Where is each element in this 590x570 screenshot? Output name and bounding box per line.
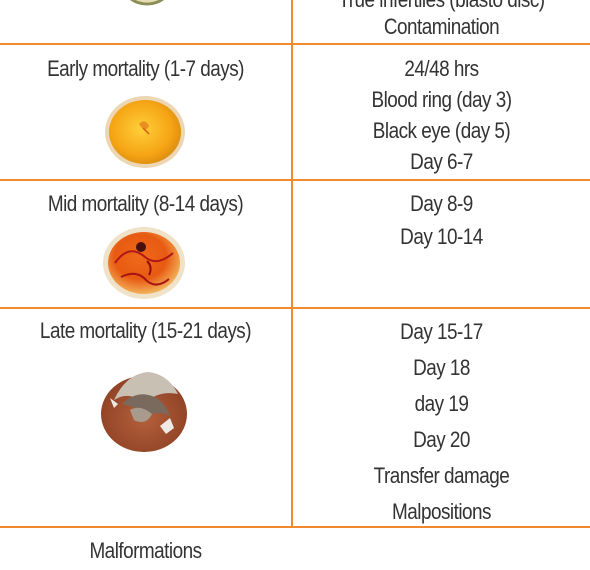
malformations-label: Malformations — [89, 538, 202, 563]
early-sign: Blood ring (day 3) — [371, 87, 512, 112]
late-sign: Day 15-17 — [400, 319, 483, 344]
late-sign: Transfer damage — [373, 463, 510, 488]
early-sign: Black eye (day 5) — [372, 118, 511, 143]
stage-label-mid: Mid mortality (8-14 days) — [47, 191, 244, 216]
late-sign: Malpositions — [392, 499, 491, 524]
late-sign: day 19 — [414, 391, 469, 416]
row0-sign: True infertiles (blasto disc) — [314, 0, 569, 16]
row-divider — [0, 43, 590, 45]
late-embryo-egg-image — [101, 372, 187, 452]
stage-label-early: Early mortality (1-7 days) — [47, 56, 244, 81]
late-sign: Day 18 — [413, 355, 470, 380]
mid-sign: Day 8-9 — [410, 191, 473, 216]
stage-label-late: Late mortality (15-21 days) — [39, 318, 252, 343]
mid-embryo-egg-image — [103, 227, 185, 299]
row0-sign: Contamination — [383, 14, 500, 39]
mid-sign: Day 10-14 — [400, 224, 483, 249]
early-sign: 24/48 hrs — [404, 56, 479, 81]
row-divider — [0, 179, 590, 181]
late-sign: Day 20 — [413, 427, 470, 452]
early-embryo-egg-image — [105, 96, 185, 168]
infertile-egg-image — [129, 0, 165, 6]
early-sign: Day 6-7 — [410, 149, 473, 174]
column-divider — [291, 0, 293, 527]
row-divider — [0, 307, 590, 309]
row-divider — [0, 526, 590, 528]
